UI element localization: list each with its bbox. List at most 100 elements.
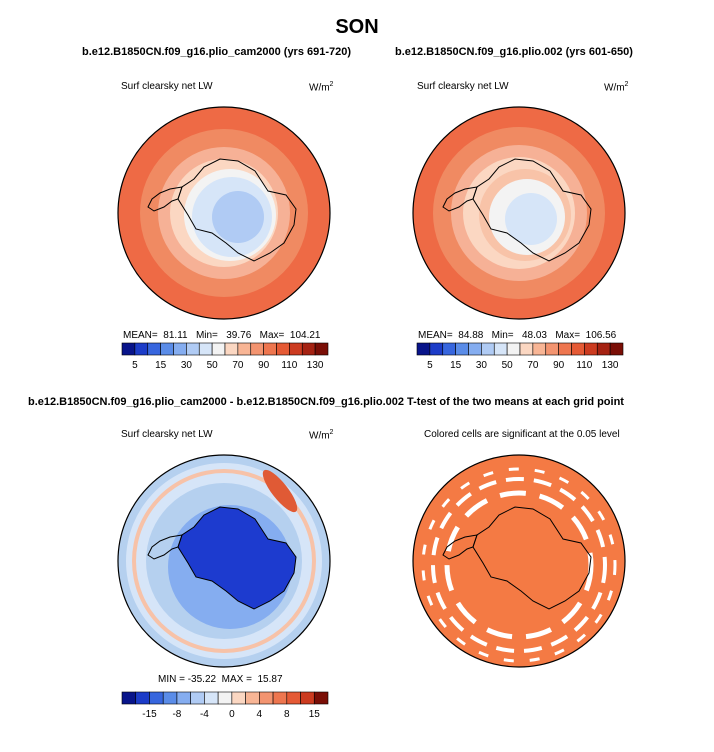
colorbar-2-box — [493, 342, 508, 356]
colorbar-3-box — [190, 691, 205, 705]
panel-1-title: b.e12.B1850CN.f09_g16.plio_cam2000 (yrs … — [82, 46, 352, 58]
map-4-peninsula-coastline — [442, 534, 478, 560]
map-1-field — [118, 107, 330, 319]
map-panel-4 — [412, 454, 626, 668]
map-2-field — [413, 107, 625, 319]
map-1-contour-band — [212, 191, 264, 243]
panel-1-subtitle: Surf clearsky net LW — [121, 81, 213, 92]
colorbar-1-box — [198, 342, 213, 356]
colorbar-2-box — [416, 342, 431, 356]
colorbar-1-tick-label: 30 — [181, 360, 193, 371]
map-panel-1 — [117, 106, 331, 320]
map-3-coastline — [177, 506, 297, 610]
colorbar-2-box — [519, 342, 534, 356]
map-2-boundary — [412, 106, 626, 320]
colorbar-1-box — [314, 342, 329, 356]
colorbar-1-box — [160, 342, 174, 356]
colorbar-1-tick-label: 15 — [155, 360, 167, 371]
colorbar-3-box — [272, 691, 288, 705]
map-3-field — [118, 455, 330, 667]
colorbar-1: 5 15 30 50 70 90 110 130 — [121, 342, 329, 371]
colorbar-3-box — [162, 691, 178, 705]
colorbar-2-box — [596, 342, 611, 356]
figure-title: SON — [335, 16, 379, 38]
map-3-antarctic-anomaly — [178, 507, 296, 609]
panel-1-units: W/m2 — [309, 81, 334, 94]
colorbar-2-box — [455, 342, 469, 356]
colorbar-3-box — [204, 691, 219, 705]
map-1-boundary — [117, 106, 331, 320]
colorbar-1-tick-label: 5 — [132, 360, 138, 371]
colorbar-2-tick-label: 15 — [450, 360, 462, 371]
colorbar-3-tick-label: 8 — [284, 709, 290, 720]
colorbar-1-box — [263, 342, 277, 356]
colorbar-3-tick-label: -15 — [142, 709, 157, 720]
colorbar-3-box — [313, 691, 329, 705]
colorbar-2-tick-label: 70 — [527, 360, 539, 371]
colorbar-3-box — [259, 691, 274, 705]
colorbar-2-tick-label: 30 — [476, 360, 488, 371]
colorbar-1-box — [224, 342, 239, 356]
colorbar-2-box — [584, 342, 598, 356]
panel-2-subtitle: Surf clearsky net LW — [417, 81, 509, 92]
colorbar-1-tick-label: 90 — [258, 360, 270, 371]
map-3-peninsula-coastline — [147, 534, 183, 560]
panel-4-title: T-test of the two means at each grid poi… — [407, 396, 624, 408]
colorbar-1-box — [186, 342, 200, 356]
map-panel-3 — [117, 454, 331, 668]
colorbar-1-box — [301, 342, 316, 356]
map-4-boundary — [412, 454, 626, 668]
colorbar-2-tick-label: 130 — [602, 360, 619, 371]
colorbar-3: -15 -8 -4 0 4 8 15 — [121, 691, 329, 720]
map-panel-2 — [412, 106, 626, 320]
colorbar-3-tick-label: 4 — [257, 709, 263, 720]
map-2-peninsula-coastline — [442, 186, 478, 212]
map-4-insignificant-cells — [431, 477, 607, 653]
colorbar-2-box — [481, 342, 495, 356]
colorbar-1-tick-label: 130 — [307, 360, 324, 371]
map-3-boundary — [117, 454, 331, 668]
colorbar-1-box — [276, 342, 290, 356]
map-1-peninsula-coastline — [147, 186, 183, 212]
colorbar-2-box — [532, 342, 547, 356]
colorbar-2-box — [609, 342, 624, 356]
colorbar-2-box — [442, 342, 456, 356]
colorbar-2-box — [545, 342, 559, 356]
map-3-positive-anomaly — [262, 469, 298, 513]
colorbar-2-tick-label: 5 — [427, 360, 433, 371]
colorbar-1-tick-label: 50 — [207, 360, 219, 371]
colorbar-3-box — [217, 691, 233, 705]
panel-3-stats: MIN = -35.22 MAX = 15.87 — [158, 674, 283, 685]
map-2-coastline — [472, 158, 592, 262]
colorbar-3-tick-label: -8 — [172, 709, 181, 720]
colorbar-2-tick-label: 110 — [576, 360, 592, 371]
panel-1-stats: MEAN= 81.11 Min= 39.76 Max= 104.21 — [123, 330, 321, 341]
colorbar-2: 5 15 30 50 70 90 110 130 — [416, 342, 624, 371]
colorbar-3-tick-label: 15 — [309, 709, 321, 720]
colorbar-2-box — [429, 342, 444, 356]
colorbar-3-box — [245, 691, 260, 705]
panel-2-title: b.e12.B1850CN.f09_g16.plio.002 (yrs 601-… — [395, 46, 633, 58]
colorbar-1-tick-label: 70 — [232, 360, 244, 371]
map-4-field — [413, 455, 625, 667]
colorbar-1-tick-label: 110 — [281, 360, 297, 371]
colorbar-2-tick-label: 50 — [502, 360, 514, 371]
colorbar-3-tick-label: 0 — [229, 709, 235, 720]
colorbar-3-box — [286, 691, 301, 705]
colorbar-3-box — [300, 691, 315, 705]
panel-3-subtitle: Surf clearsky net LW — [121, 429, 213, 440]
map-2-contour-band — [505, 193, 557, 245]
colorbar-1-box — [147, 342, 161, 356]
map-4-coastline — [472, 506, 592, 610]
colorbar-2-tick-label: 90 — [553, 360, 565, 371]
colorbar-1-box — [134, 342, 149, 356]
panel-4-subtitle: Colored cells are significant at the 0.0… — [424, 429, 620, 440]
colorbar-3-box — [149, 691, 164, 705]
colorbar-3-box — [121, 691, 137, 705]
panel-2-units: W/m2 — [604, 81, 629, 94]
colorbar-3-tick-label: -4 — [200, 709, 209, 720]
map-1-coastline — [177, 158, 297, 262]
colorbar-1-box — [211, 342, 226, 356]
colorbar-2-box — [468, 342, 482, 356]
colorbar-2-box — [571, 342, 585, 356]
